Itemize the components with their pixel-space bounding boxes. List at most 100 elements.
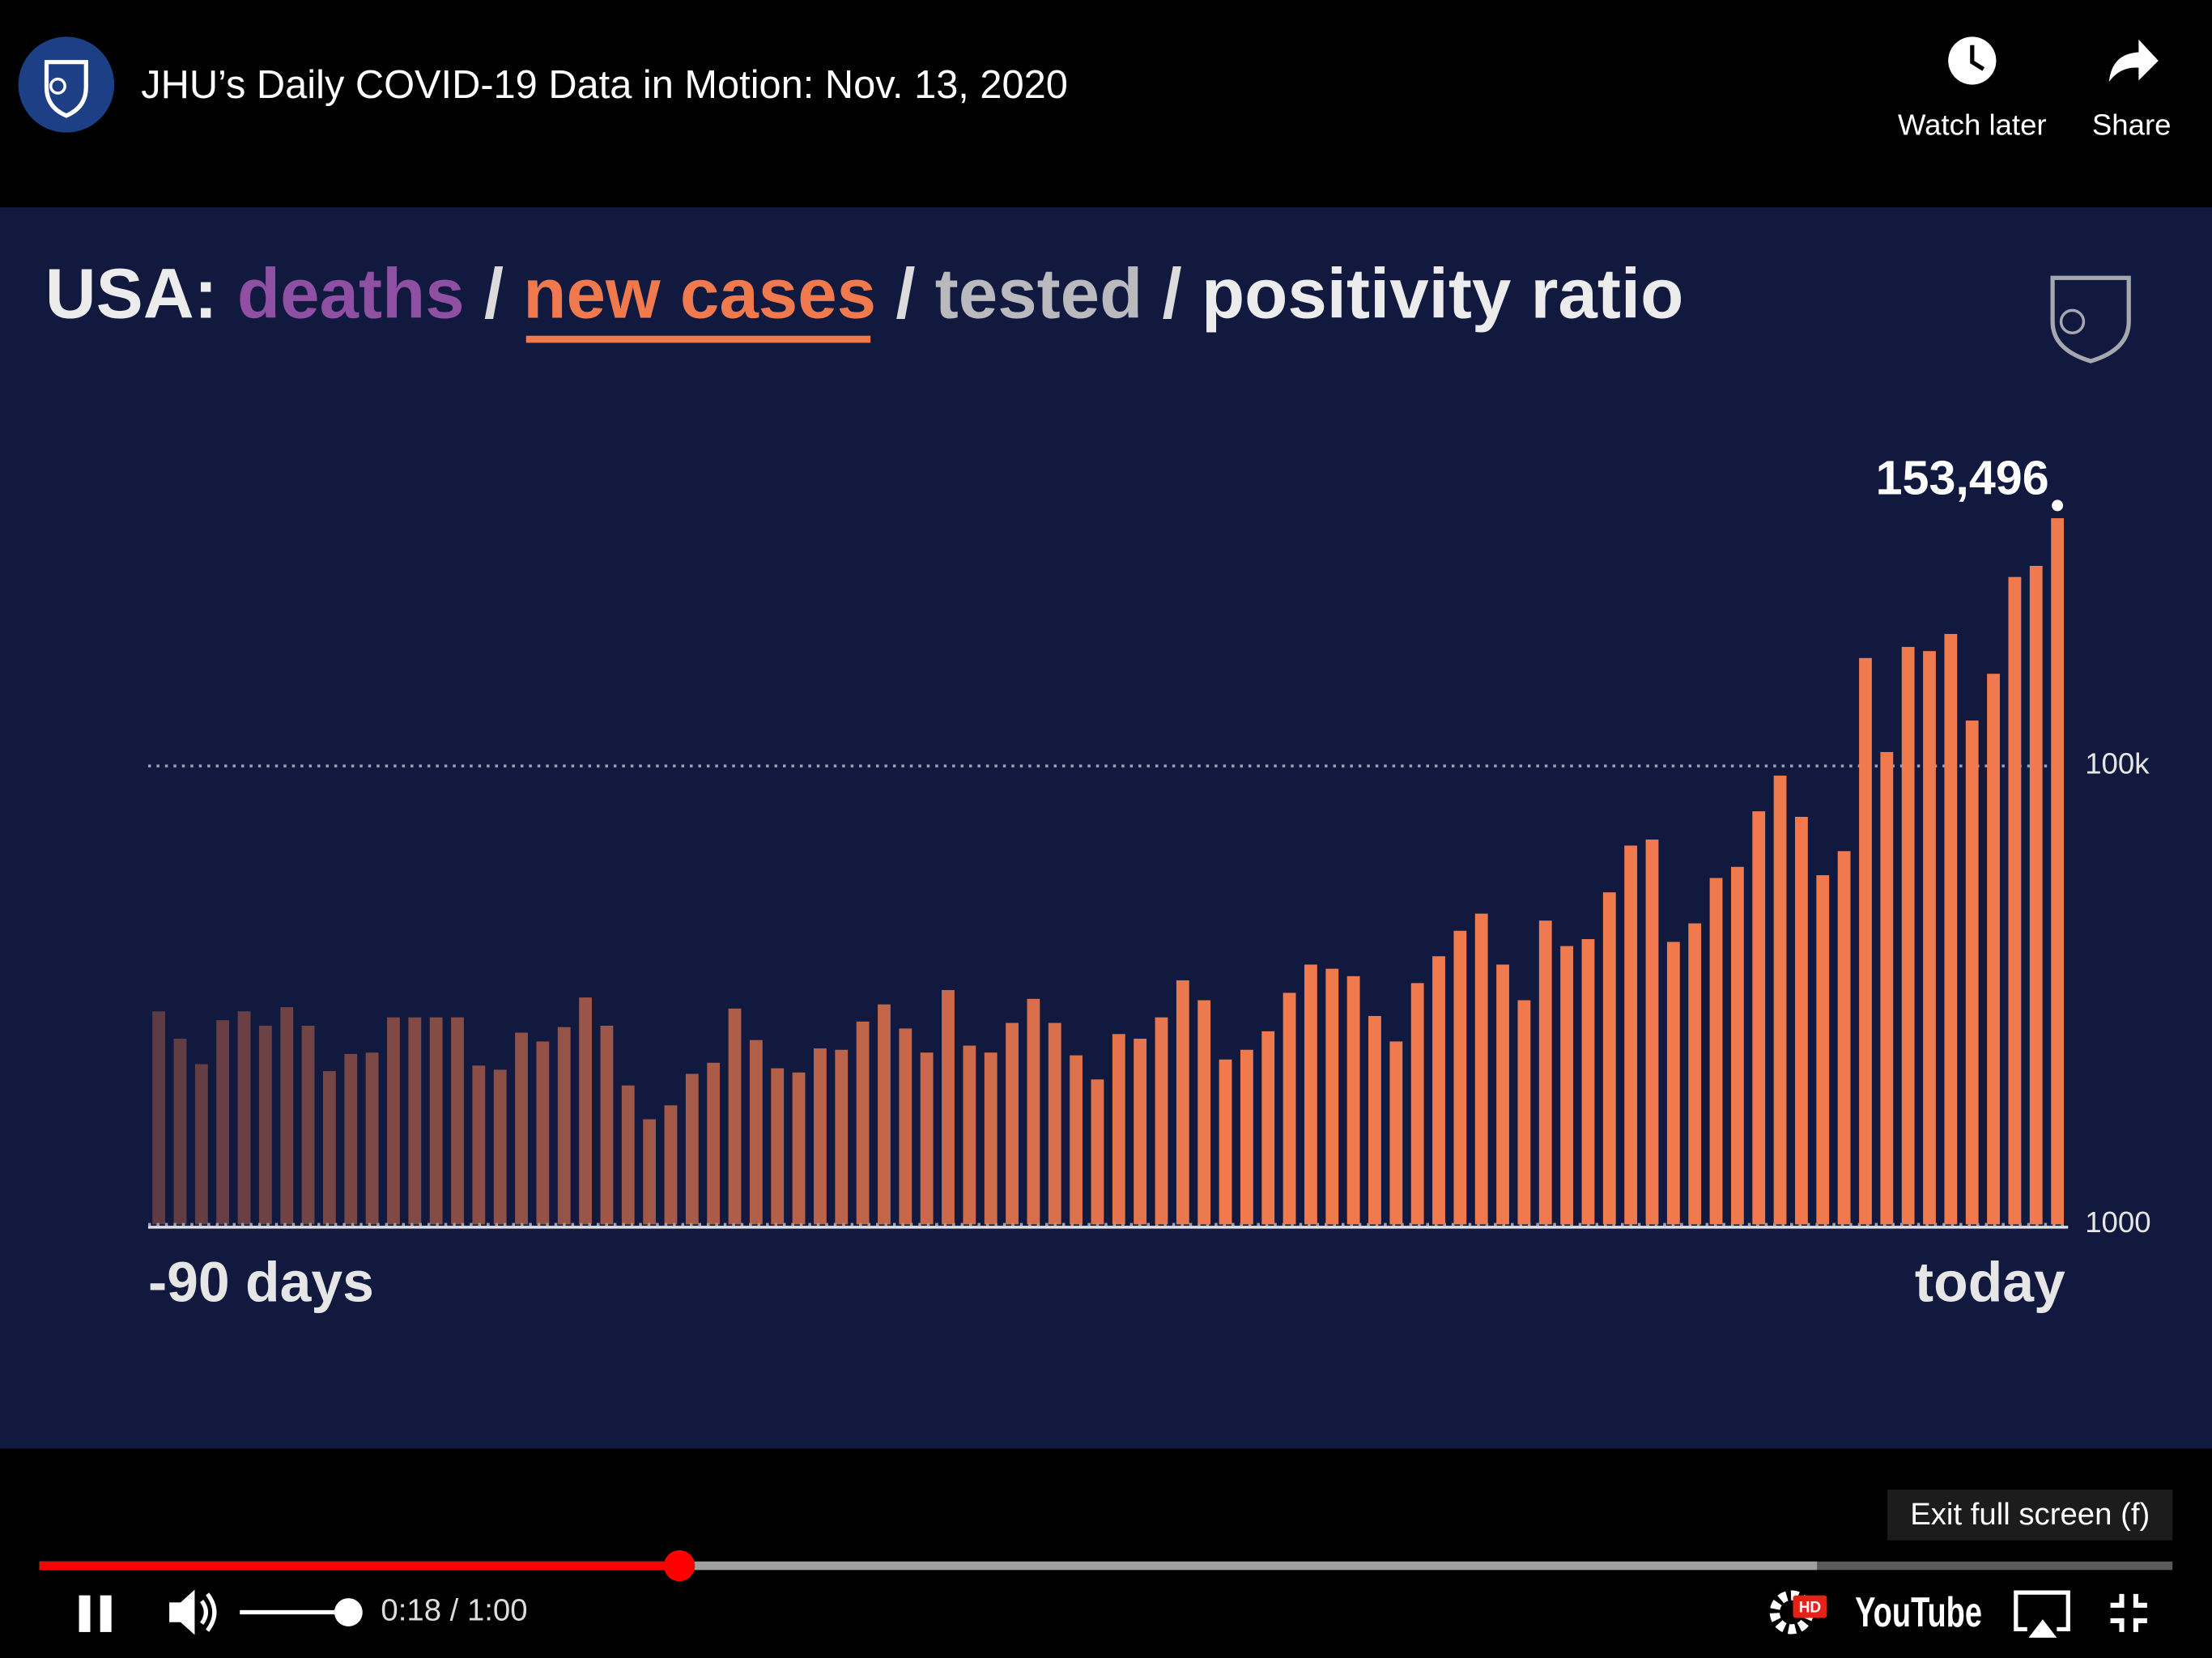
chart-title: USA: deaths / new cases / tested / posit… — [45, 254, 1684, 333]
bar — [1410, 983, 1424, 1225]
bar — [1219, 1059, 1232, 1225]
bar — [1283, 993, 1296, 1225]
bar — [451, 1017, 464, 1225]
bar — [1006, 1022, 1019, 1225]
exit-fullscreen-button[interactable] — [2110, 1593, 2147, 1632]
progress-bar[interactable] — [39, 1550, 2173, 1582]
bar — [280, 1007, 294, 1225]
bar — [2051, 518, 2065, 1225]
bar — [173, 1039, 187, 1225]
progress-buffered — [39, 1561, 1818, 1571]
bar — [536, 1041, 550, 1225]
bar — [899, 1028, 912, 1225]
title-part: new cases — [523, 254, 876, 333]
bar — [1091, 1079, 1104, 1225]
video-frame — [0, 207, 2212, 1449]
bar — [237, 1011, 251, 1225]
bar — [1304, 964, 1317, 1225]
bar — [557, 1027, 571, 1225]
bar — [1027, 998, 1040, 1225]
time-display: 0:18 / 1:00 — [381, 1593, 527, 1628]
title-part: / — [1163, 254, 1182, 333]
watermark-globe — [2059, 308, 2086, 334]
hd-badge — [1793, 1595, 1827, 1618]
airplay-screen — [2014, 1590, 2070, 1632]
bar — [216, 1020, 230, 1225]
share-button[interactable]: Share — [2092, 39, 2172, 142]
airplay-button[interactable] — [2014, 1590, 2070, 1638]
y-tick-label: 1000 — [2085, 1205, 2150, 1239]
bar — [1197, 1000, 1211, 1225]
bar — [258, 1025, 272, 1225]
bar — [1859, 657, 1872, 1225]
bar — [920, 1052, 934, 1225]
bar — [1134, 1039, 1147, 1225]
bar — [2029, 565, 2043, 1225]
bar — [579, 997, 592, 1225]
bar — [1944, 634, 1958, 1225]
bar — [1538, 920, 1552, 1225]
watermark-shield — [2050, 275, 2131, 363]
bar — [1155, 1017, 1168, 1225]
youtube-logo[interactable]: YouTube — [1855, 1589, 1982, 1636]
watch-later-button[interactable]: Watch later — [1898, 36, 2047, 141]
bar — [1965, 721, 1979, 1225]
bar — [1240, 1049, 1253, 1225]
bar — [1602, 892, 1616, 1225]
video-title[interactable]: JHU’s Daily COVID-19 Data in Motion: Nov… — [141, 63, 1068, 107]
x-range-label: today — [1915, 1250, 2065, 1313]
title-part: tested — [935, 254, 1143, 333]
bar — [1176, 980, 1189, 1225]
progress-played — [39, 1561, 680, 1571]
volume-button[interactable] — [169, 1589, 217, 1635]
bar — [515, 1032, 528, 1225]
title-part: deaths — [237, 254, 465, 333]
bar — [621, 1085, 635, 1225]
bar — [365, 1052, 379, 1225]
speaker-icon — [169, 1589, 195, 1635]
bar — [1987, 674, 2000, 1225]
logo-globe — [49, 77, 66, 95]
bar — [963, 1045, 976, 1225]
bar — [1645, 840, 1659, 1225]
bar — [1709, 878, 1723, 1225]
bar — [1880, 751, 1894, 1225]
bar — [664, 1105, 678, 1225]
clock-hands — [1970, 45, 1985, 71]
bar — [600, 1025, 614, 1225]
bar — [1581, 939, 1595, 1225]
bar — [1070, 1055, 1083, 1225]
channel-logo[interactable] — [18, 36, 115, 133]
settings-button[interactable]: HD — [1769, 1590, 1827, 1635]
hd-badge-text: HD — [1799, 1599, 1822, 1616]
bar — [1837, 851, 1851, 1225]
bar — [301, 1025, 315, 1225]
title-part: / — [895, 254, 915, 333]
bar — [1730, 866, 1744, 1225]
progress-thumb — [663, 1550, 696, 1582]
pause-button[interactable] — [79, 1595, 112, 1632]
sound-waves — [199, 1592, 217, 1632]
bar — [1325, 968, 1339, 1225]
bar — [728, 1008, 742, 1225]
share-label: Share — [2092, 108, 2172, 141]
exit-fullscreen-icon — [2110, 1593, 2147, 1632]
pause-bar — [79, 1595, 91, 1632]
title-part: positivity ratio — [1202, 254, 1683, 333]
title-part: / — [484, 254, 504, 333]
bar — [1752, 811, 1766, 1225]
volume-slider[interactable] — [240, 1598, 363, 1626]
bar — [1048, 1022, 1061, 1225]
bar — [984, 1052, 998, 1225]
bar — [1496, 964, 1509, 1225]
bar — [408, 1017, 422, 1225]
bar — [429, 1017, 443, 1225]
bar — [1517, 1000, 1531, 1225]
bar — [493, 1069, 507, 1225]
bar — [643, 1119, 657, 1225]
bar — [1453, 930, 1467, 1225]
bar — [1560, 946, 1574, 1225]
bar — [1474, 913, 1488, 1225]
bar — [152, 1011, 166, 1225]
